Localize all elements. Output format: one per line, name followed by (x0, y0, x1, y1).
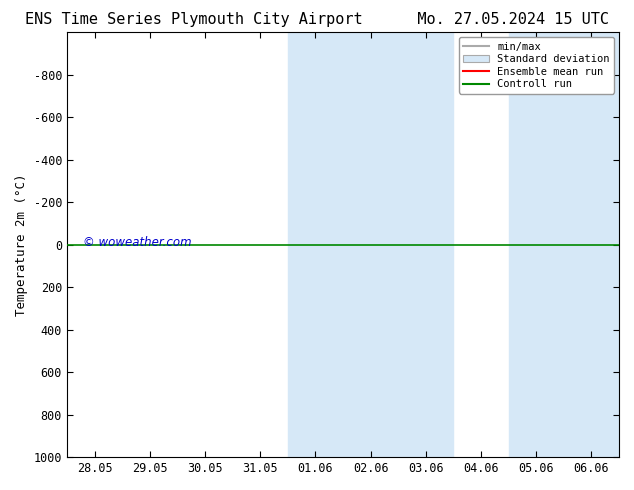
Text: ENS Time Series Plymouth City Airport      Mo. 27.05.2024 15 UTC: ENS Time Series Plymouth City Airport Mo… (25, 12, 609, 27)
Y-axis label: Temperature 2m (°C): Temperature 2m (°C) (15, 173, 28, 316)
Bar (288, 32, 453, 457)
Bar (508, 32, 619, 457)
Legend: min/max, Standard deviation, Ensemble mean run, Controll run: min/max, Standard deviation, Ensemble me… (458, 37, 614, 94)
Text: © woweather.com: © woweather.com (84, 236, 192, 249)
